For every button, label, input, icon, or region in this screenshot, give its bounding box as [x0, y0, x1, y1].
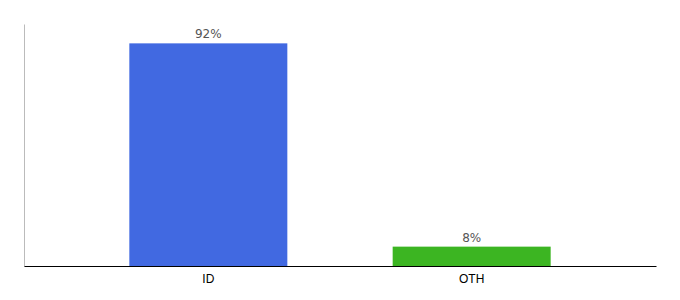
- bar: [129, 43, 287, 266]
- plot: ID OTH 92% 8%: [25, 25, 657, 286]
- x-axis: ID OTH: [25, 267, 657, 286]
- x-tick-label: ID: [202, 272, 214, 286]
- data-labels: 92% 8%: [195, 27, 481, 244]
- x-tick: ID: [202, 272, 214, 286]
- x-tick-label: OTH: [459, 272, 484, 286]
- bar: [393, 247, 551, 266]
- x-tick: OTH: [459, 272, 484, 286]
- data-label: 92%: [195, 27, 222, 41]
- chart: ID OTH 92% 8%: [0, 0, 680, 300]
- y-axis: [24, 25, 25, 267]
- bars: [129, 43, 550, 266]
- y-axis-line: [24, 25, 25, 267]
- x-axis-line: [25, 266, 657, 267]
- data-label: 8%: [462, 231, 481, 245]
